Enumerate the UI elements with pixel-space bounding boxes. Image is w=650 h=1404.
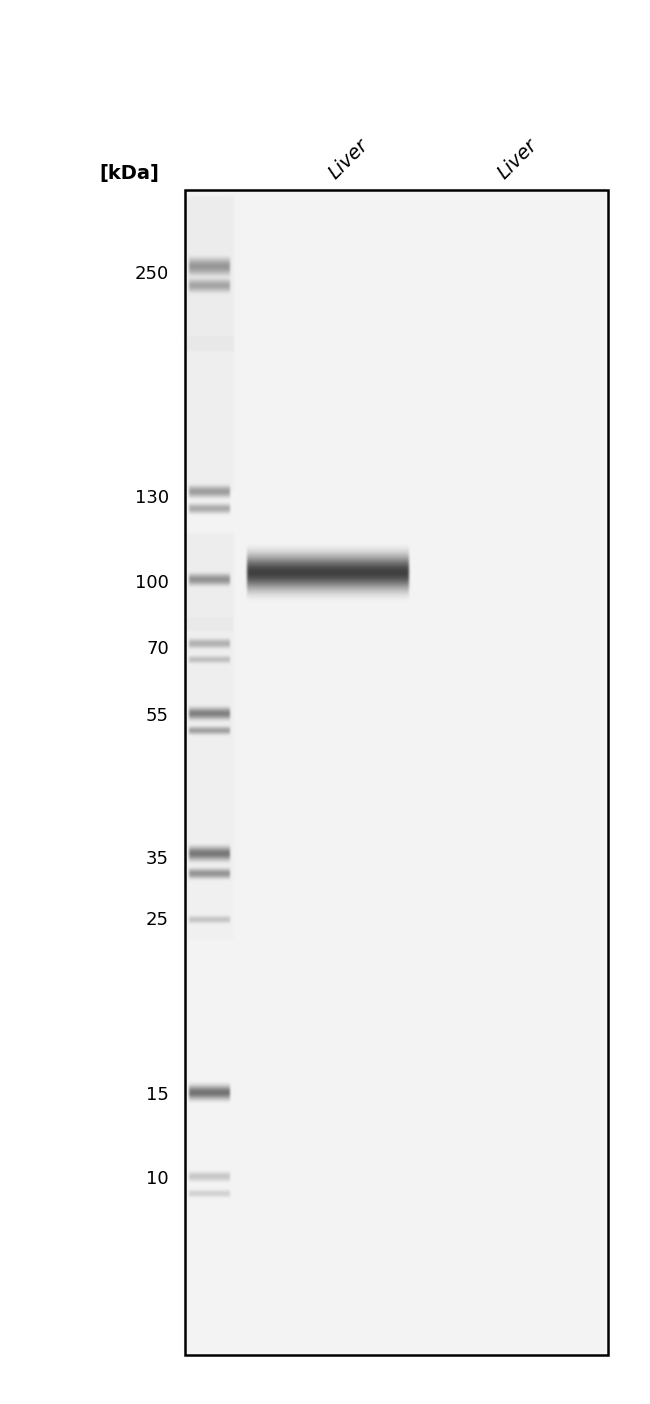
Text: 35: 35 [146, 851, 169, 868]
Text: Liver: Liver [494, 135, 541, 183]
Text: 250: 250 [135, 265, 169, 282]
Text: 10: 10 [146, 1171, 169, 1188]
Text: Liver: Liver [325, 135, 372, 183]
Text: 130: 130 [135, 490, 169, 507]
Text: 15: 15 [146, 1087, 169, 1104]
Text: 70: 70 [146, 640, 169, 657]
Text: [kDa]: [kDa] [99, 163, 159, 183]
Bar [185, 190, 608, 1355]
Text: 100: 100 [135, 574, 169, 591]
Text: 25: 25 [146, 911, 169, 928]
Text: 55: 55 [146, 708, 169, 724]
